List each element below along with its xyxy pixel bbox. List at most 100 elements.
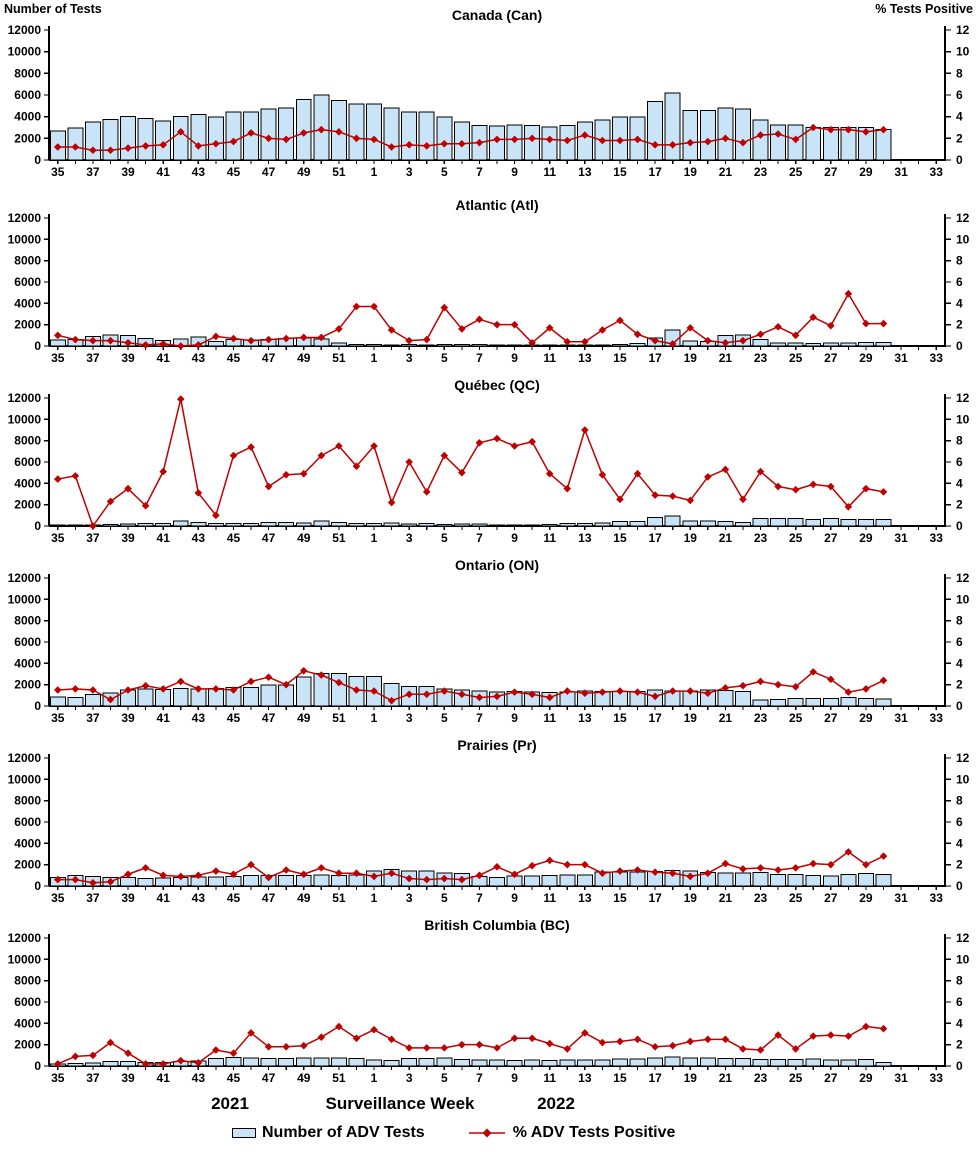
pct-marker-icon xyxy=(352,869,361,877)
pct-marker-icon xyxy=(387,869,396,877)
pct-marker-icon xyxy=(264,673,273,681)
pct-marker-icon xyxy=(739,1045,747,1053)
x-tick-label: 3 xyxy=(406,1071,413,1085)
pct-marker-icon xyxy=(862,1022,870,1031)
pct-marker-icon xyxy=(827,125,835,134)
pct-marker-icon xyxy=(616,687,624,695)
pct-marker-icon xyxy=(598,869,607,877)
x-tick-label: 5 xyxy=(441,1071,448,1085)
pct-marker-icon xyxy=(299,469,308,478)
pct-marker-icon xyxy=(299,129,308,137)
pct-marker-icon xyxy=(440,139,449,148)
y-right-tick-label: 2 xyxy=(956,318,963,332)
y-right-tick-label: 2 xyxy=(956,858,963,872)
panel-title: Ontario (ON) xyxy=(455,557,539,573)
x-tick-label: 11 xyxy=(543,531,556,545)
pct-marker-icon xyxy=(791,331,800,340)
x-axis: 35 37 39 41 43 45 47 49 51 1 3 5 7 9 11 13 15 17 19 21 23 25 2… xyxy=(51,886,943,905)
pct-marker-icon xyxy=(598,326,607,334)
x-tick-label: 9 xyxy=(511,351,518,365)
x-tick-label: 43 xyxy=(192,351,206,365)
x-tick-label: 25 xyxy=(789,891,803,905)
pct-marker-icon xyxy=(106,695,115,704)
pct-marker-icon xyxy=(247,1029,255,1037)
pct-marker-icon xyxy=(633,688,642,696)
x-tick-label: 21 xyxy=(719,351,733,365)
x-tick-label: 37 xyxy=(86,531,100,545)
pct-marker-icon xyxy=(212,867,220,875)
x-tick-label: 19 xyxy=(684,1071,698,1085)
pct-marker-icon xyxy=(475,138,484,147)
x-tick-label: 9 xyxy=(511,165,518,179)
year-label-2022: 2022 xyxy=(537,1094,575,1113)
pct-marker-icon xyxy=(651,1043,659,1051)
pct-marker-icon xyxy=(633,866,642,874)
pct-marker-icon xyxy=(528,861,536,870)
pct-marker-icon xyxy=(510,442,519,450)
pct-marker-icon xyxy=(686,496,695,505)
x-tick-label: 1 xyxy=(371,165,378,179)
y-left-tick-label: 10000 xyxy=(8,412,42,426)
pct-marker-icon xyxy=(721,1035,730,1044)
x-tick-label: 39 xyxy=(121,891,135,905)
pct-marker-icon xyxy=(739,495,747,504)
x-tick-label: 45 xyxy=(227,165,241,179)
pct-marker-icon xyxy=(299,870,308,879)
pct-marker-icon xyxy=(510,1034,519,1043)
pct-marker-icon xyxy=(370,1025,378,1034)
pct-marker-icon xyxy=(176,342,185,350)
pct-marker-icon xyxy=(299,333,308,342)
pct-marker-icon xyxy=(791,1045,800,1053)
pct-marker-icon xyxy=(493,434,501,443)
y-left-tick-label: 0 xyxy=(34,519,41,533)
y-left-tick-label: 4000 xyxy=(14,476,41,490)
pct-marker-icon xyxy=(89,686,97,694)
x-tick-label: 39 xyxy=(121,165,135,179)
pct-marker-icon xyxy=(194,341,203,349)
bars-number-of-tests xyxy=(49,1056,892,1067)
x-tick-label: 39 xyxy=(121,351,135,365)
pct-marker-icon xyxy=(704,1035,712,1044)
y-left-tick-label: 2000 xyxy=(14,318,41,332)
x-tick-label: 5 xyxy=(441,351,448,365)
x-tick-label: 9 xyxy=(511,1071,518,1085)
pct-marker-icon xyxy=(686,872,695,881)
y-left-tick-label: 4000 xyxy=(14,1016,41,1030)
x-tick-label: 19 xyxy=(684,351,698,365)
pct-marker-icon xyxy=(212,511,220,520)
y-left-tick-label: 12000 xyxy=(8,211,42,225)
x-tick-label: 5 xyxy=(441,531,448,545)
x-tick-label: 1 xyxy=(371,891,378,905)
pct-marker-icon xyxy=(106,1038,115,1047)
y-left-tick-label: 6000 xyxy=(14,995,41,1009)
pct-marker-icon xyxy=(879,676,888,685)
pct-marker-icon xyxy=(194,1059,203,1067)
pct-marker-icon xyxy=(440,1044,449,1052)
pct-marker-icon xyxy=(528,690,536,699)
chart-panel-prairies: Prairies (Pr) 0 2000 4000 6000 8000 10000 12000… xyxy=(8,737,970,905)
y-right-tick-label: 10 xyxy=(956,45,970,59)
x-tick-label: 17 xyxy=(648,711,662,725)
pct-marker-icon xyxy=(212,139,220,148)
x-tick-label: 17 xyxy=(648,531,662,545)
y-axis-right: 0 2 4 6 8 10 12 xyxy=(945,211,970,353)
pct-marker-icon xyxy=(668,141,677,149)
x-tick-label: 37 xyxy=(86,351,100,365)
pct-marker-icon xyxy=(528,437,536,446)
x-axis: 35 37 39 41 43 45 47 49 51 1 3 5 7 9 11 13 15 17 19 21 23 25 2… xyxy=(51,526,943,545)
pct-marker-icon xyxy=(141,341,150,349)
x-tick-label: 1 xyxy=(371,531,378,545)
x-tick-label: 13 xyxy=(578,351,592,365)
pct-marker-icon xyxy=(563,337,572,346)
pct-marker-icon xyxy=(317,671,326,679)
pct-marker-icon xyxy=(440,687,449,695)
x-tick-label: 51 xyxy=(332,891,346,905)
pct-marker-icon xyxy=(686,687,695,695)
x-tick-label: 5 xyxy=(441,891,448,905)
y-left-tick-label: 0 xyxy=(34,153,41,167)
pct-marker-icon xyxy=(756,677,765,686)
pct-marker-icon xyxy=(862,128,870,136)
pct-marker-icon xyxy=(739,681,747,690)
pct-marker-icon xyxy=(704,869,712,877)
x-tick-label: 11 xyxy=(543,711,556,725)
